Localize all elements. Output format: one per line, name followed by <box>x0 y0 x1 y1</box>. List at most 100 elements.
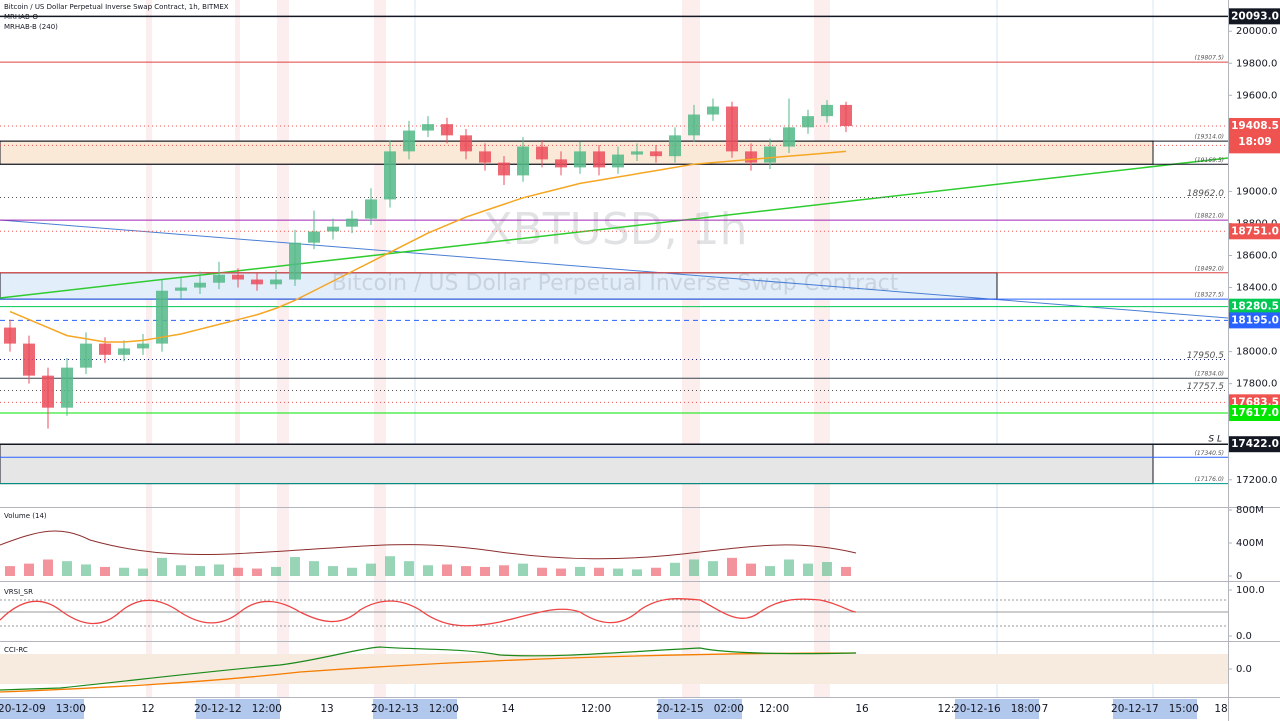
level-label: (19807.5) <box>1195 55 1225 62</box>
x-tick-label: 14 <box>501 703 515 715</box>
candle-body <box>840 104 852 126</box>
x-label-bg <box>196 699 280 719</box>
x-tick-label: 16 <box>855 703 869 715</box>
volume-bar <box>43 559 53 576</box>
candle-body <box>289 242 301 280</box>
candle-body <box>118 348 130 355</box>
y-tick-label: 19000.0 <box>1236 186 1277 197</box>
candle-body <box>688 114 700 136</box>
price-label-bg <box>1229 223 1280 240</box>
volume-bar <box>651 567 661 576</box>
y-tick-label: 20000.0 <box>1236 26 1277 37</box>
candle-body <box>441 124 453 136</box>
level-label: 18962.0 <box>1187 189 1224 199</box>
candle-body <box>536 146 548 160</box>
countdown-bg <box>1229 133 1280 150</box>
candle-body <box>270 279 282 285</box>
price-label: 19408.5 <box>1231 120 1279 132</box>
x-tick-label: 7 <box>1042 703 1049 715</box>
pane-title: VRSI_SR <box>4 588 33 596</box>
countdown: 18:09 <box>1238 136 1271 148</box>
volume-bar <box>632 569 642 576</box>
candle-body <box>422 124 434 131</box>
volume-bar <box>613 568 623 576</box>
candle-body <box>213 274 225 283</box>
pane-title: CCI-RC <box>4 646 28 654</box>
volume-bar <box>404 561 414 576</box>
volume-bar <box>233 567 243 576</box>
volume-bar <box>176 565 186 576</box>
level-label: (17340.5) <box>1195 450 1225 457</box>
x-tick-label: 12:00 <box>759 703 789 715</box>
candle-body <box>365 199 377 219</box>
volume-bar <box>100 566 110 576</box>
volume-bar <box>518 563 528 576</box>
volume-bar <box>328 566 338 576</box>
trendline <box>0 219 1229 319</box>
volume-bar <box>119 567 129 576</box>
level-label: (18492.0) <box>1195 265 1225 272</box>
candle-body <box>308 231 320 243</box>
price-label: 20093.0 <box>1231 10 1279 22</box>
volume-bar <box>480 566 490 576</box>
cci-band <box>0 654 1228 684</box>
candle-body <box>232 274 244 280</box>
x-tick-label: 20-12-13 12:00 <box>371 703 459 715</box>
x-tick-label: 20-12-12 12:00 <box>194 703 282 715</box>
candle-body <box>650 151 662 157</box>
candle-body <box>802 116 814 128</box>
price-label-bg <box>1229 298 1280 315</box>
price-label-bg <box>1229 8 1280 25</box>
candle-body <box>194 282 206 288</box>
candle-body <box>707 106 719 115</box>
price-label-bg <box>1229 404 1280 421</box>
candle-body <box>327 226 339 232</box>
x-tick-label: 12: <box>938 703 955 715</box>
volume-bar <box>138 568 148 576</box>
level-label: (18821.0) <box>1195 213 1225 220</box>
volume-bar <box>5 566 15 576</box>
volume-bar <box>62 561 72 576</box>
candle-body <box>574 151 586 168</box>
volume-bar <box>347 567 357 576</box>
cci-signal <box>0 652 857 693</box>
y-tick-label: 19800.0 <box>1236 58 1277 69</box>
x-tick-label: 20-12-09 13:00 <box>0 703 86 715</box>
volume-bar <box>271 566 281 576</box>
x-tick-label: 20-12-17 15:00 <box>1111 703 1199 715</box>
level-label: (19314.0) <box>1195 134 1225 141</box>
volume-bar <box>784 559 794 576</box>
candle-body <box>460 135 472 152</box>
y-tick-label: 17800.0 <box>1236 379 1277 390</box>
volume-bar <box>157 557 167 576</box>
volume-bar <box>670 562 680 576</box>
x-tick-label: 12 <box>141 703 154 715</box>
volume-bar <box>24 563 34 576</box>
moving-average <box>9 150 847 343</box>
y-tick-label: 0.0 <box>1236 631 1252 642</box>
price-label-bg <box>1229 117 1280 134</box>
candle-body <box>517 146 529 176</box>
x-tick-label: 18 <box>1214 703 1227 715</box>
level-label: 17757.5 <box>1187 382 1224 392</box>
pane-title: Volume (14) <box>4 512 47 520</box>
volume-bar <box>765 566 775 576</box>
price-label-bg <box>1229 312 1280 329</box>
y-tick-label: 19600.0 <box>1236 90 1277 101</box>
chart-title: Bitcoin / US Dollar Perpetual Inverse Sw… <box>4 3 229 11</box>
volume-bar <box>214 564 224 576</box>
indicator-label: MRHAB-B (240) <box>4 23 58 31</box>
x-label-bg <box>373 699 457 719</box>
volume-bar <box>461 566 471 576</box>
time-axis: 20-12-09 13:00 12 20-12-12 12:00 13 20-12-13… <box>0 699 1228 719</box>
volume-ma <box>0 530 857 560</box>
shaded-sessions <box>146 0 830 697</box>
y-tick-label: 400M <box>1236 538 1264 549</box>
y-tick-label: 0 <box>1236 571 1242 582</box>
candle-body <box>726 106 738 152</box>
y-tick-label: 17200.0 <box>1236 475 1277 486</box>
level-label: (18327.5) <box>1195 292 1225 299</box>
level-label: (17176.0) <box>1195 476 1225 483</box>
volume-bar <box>81 564 91 576</box>
